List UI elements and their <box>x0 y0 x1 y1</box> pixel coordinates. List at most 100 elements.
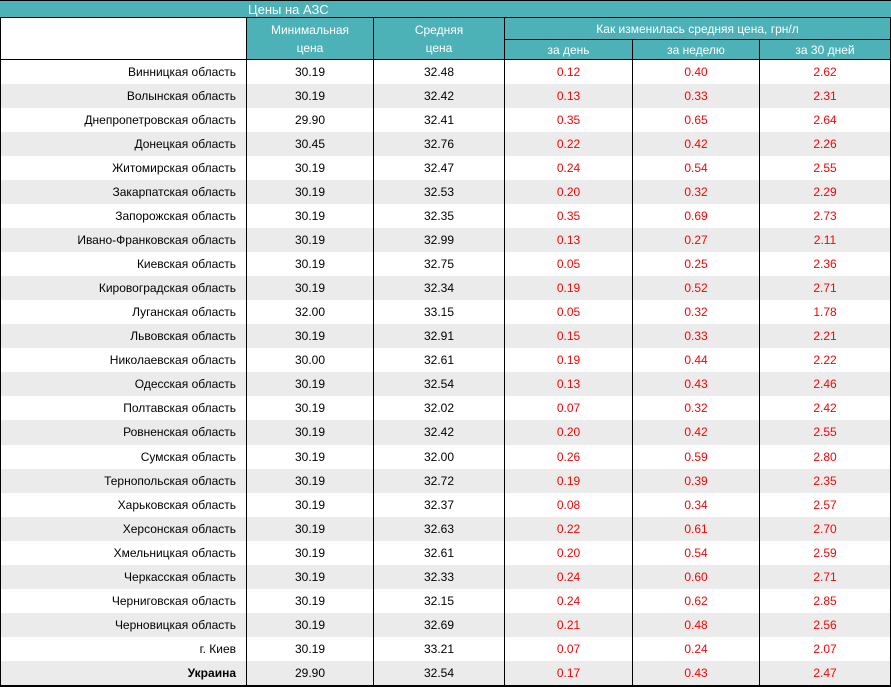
change-week-cell: 0.59 <box>633 444 760 469</box>
region-cell: Киевская область <box>1 252 247 277</box>
region-cell: Винницкая область <box>1 60 247 85</box>
region-cell: Запорожская область <box>1 204 247 229</box>
change-month-cell: 2.73 <box>760 204 891 229</box>
change-day-cell: 0.21 <box>505 612 633 637</box>
avg-price-cell: 32.42 <box>374 84 505 109</box>
table-row: Полтавская область 30.19 32.02 0.07 0.32 2.42 <box>1 396 891 421</box>
change-month-cell: 2.47 <box>760 660 891 685</box>
change-week-cell: 0.24 <box>633 636 760 661</box>
table-row: Днепропетровская область 29.90 32.41 0.35 0.… <box>1 108 891 133</box>
region-cell: Ровненская область <box>1 420 247 445</box>
min-price-cell: 30.19 <box>247 468 374 493</box>
col-header-region <box>1 18 247 59</box>
table-row: Ровненская область 30.19 32.42 0.20 0.42 2.55 <box>1 420 891 445</box>
change-month-cell: 2.62 <box>760 60 891 85</box>
col-header-change-month: за 30 дней <box>760 40 891 59</box>
change-month-cell: 2.80 <box>760 444 891 469</box>
avg-price-cell: 32.15 <box>374 588 505 613</box>
change-month-cell: 2.21 <box>760 324 891 349</box>
table-row: г. Киев 30.19 33.21 0.07 0.24 2.07 <box>1 636 891 661</box>
change-week-cell: 0.33 <box>633 324 760 349</box>
col-header-avg-price: Средняя цена <box>374 18 505 59</box>
min-price-cell: 32.00 <box>247 300 374 325</box>
min-price-cell: 30.19 <box>247 252 374 277</box>
avg-price-cell: 32.00 <box>374 444 505 469</box>
change-week-cell: 0.65 <box>633 108 760 133</box>
min-price-cell: 30.19 <box>247 492 374 517</box>
change-day-cell: 0.20 <box>505 540 633 565</box>
change-day-cell: 0.05 <box>505 300 633 325</box>
table-row: Винницкая область 30.19 32.48 0.12 0.40 2.62 <box>1 60 891 85</box>
table-row: Житомирская область 30.19 32.47 0.24 0.54 2.5… <box>1 156 891 181</box>
min-price-cell: 30.19 <box>247 420 374 445</box>
avg-price-cell: 32.61 <box>374 348 505 373</box>
avg-price-cell: 32.41 <box>374 108 505 133</box>
min-price-cell: 30.19 <box>247 396 374 421</box>
change-day-cell: 0.13 <box>505 372 633 397</box>
change-month-cell: 2.55 <box>760 156 891 181</box>
region-cell: Кировоградская область <box>1 276 247 301</box>
change-week-cell: 0.32 <box>633 396 760 421</box>
region-cell: Житомирская область <box>1 156 247 181</box>
change-month-cell: 2.07 <box>760 636 891 661</box>
avg-price-cell: 32.47 <box>374 156 505 181</box>
avg-price-cell: 32.99 <box>374 228 505 253</box>
change-day-cell: 0.13 <box>505 84 633 109</box>
change-month-cell: 2.64 <box>760 108 891 133</box>
change-day-cell: 0.13 <box>505 228 633 253</box>
region-cell: Николаевская область <box>1 348 247 373</box>
region-cell: Хмельницкая область <box>1 540 247 565</box>
change-month-cell: 2.57 <box>760 492 891 517</box>
min-price-cell: 30.00 <box>247 348 374 373</box>
table-row: Николаевская область 30.00 32.61 0.19 0.44 2.… <box>1 348 891 373</box>
change-month-cell: 2.35 <box>760 468 891 493</box>
col-header-change-group: Как изменилась средняя цена, грн/л <box>505 18 891 40</box>
min-price-cell: 30.19 <box>247 60 374 85</box>
table-body: Винницкая область 30.19 32.48 0.12 0.40 2.62 В… <box>0 60 891 687</box>
avg-price-cell: 32.69 <box>374 612 505 637</box>
region-cell: Тернопольская область <box>1 468 247 493</box>
col-header-min-price: Минимальная цена <box>247 18 374 59</box>
min-price-cell: 30.19 <box>247 564 374 589</box>
avg-price-cell: 32.35 <box>374 204 505 229</box>
min-price-cell: 30.19 <box>247 84 374 109</box>
change-month-cell: 2.59 <box>760 540 891 565</box>
table-title-bar: Цены на АЗС <box>0 0 891 18</box>
change-week-cell: 0.27 <box>633 228 760 253</box>
change-week-cell: 0.42 <box>633 132 760 157</box>
region-cell: Закарпатская область <box>1 180 247 205</box>
table-row: Кировоградская область 30.19 32.34 0.19 0.52… <box>1 276 891 301</box>
min-price-cell: 30.19 <box>247 324 374 349</box>
change-day-cell: 0.19 <box>505 348 633 373</box>
change-day-cell: 0.24 <box>505 588 633 613</box>
min-price-cell: 29.90 <box>247 660 374 685</box>
min-price-cell: 30.19 <box>247 444 374 469</box>
change-day-cell: 0.22 <box>505 132 633 157</box>
min-price-cell: 30.19 <box>247 156 374 181</box>
min-price-cell: 30.19 <box>247 612 374 637</box>
change-month-cell: 2.70 <box>760 516 891 541</box>
min-price-cell: 30.19 <box>247 516 374 541</box>
change-day-cell: 0.19 <box>505 468 633 493</box>
avg-price-cell: 32.48 <box>374 60 505 85</box>
table-row: Сумская область 30.19 32.00 0.26 0.59 2.80 <box>1 444 891 469</box>
change-week-cell: 0.40 <box>633 60 760 85</box>
change-month-cell: 2.46 <box>760 372 891 397</box>
change-day-cell: 0.05 <box>505 252 633 277</box>
region-cell: Ивано-Франковская область <box>1 228 247 253</box>
change-day-cell: 0.07 <box>505 396 633 421</box>
region-cell: Днепропетровская область <box>1 108 247 133</box>
change-day-cell: 0.07 <box>505 636 633 661</box>
change-week-cell: 0.39 <box>633 468 760 493</box>
region-cell: Украина <box>1 660 247 685</box>
avg-price-cell: 32.02 <box>374 396 505 421</box>
change-week-cell: 0.34 <box>633 492 760 517</box>
avg-price-cell: 32.72 <box>374 468 505 493</box>
change-week-cell: 0.69 <box>633 204 760 229</box>
avg-price-cell: 32.75 <box>374 252 505 277</box>
change-week-cell: 0.42 <box>633 420 760 445</box>
change-day-cell: 0.12 <box>505 60 633 85</box>
change-day-cell: 0.35 <box>505 108 633 133</box>
avg-price-cell: 32.91 <box>374 324 505 349</box>
